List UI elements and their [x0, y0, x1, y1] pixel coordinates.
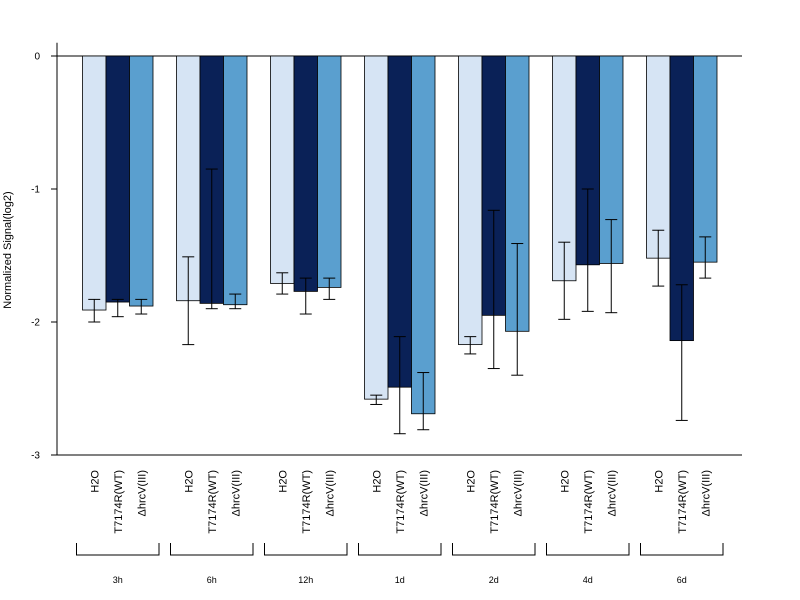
- bar: [317, 55, 342, 288]
- bar-label: ΔhrcV(III): [230, 470, 242, 516]
- bar: [270, 55, 295, 284]
- bar-label: ΔhrcV(III): [418, 470, 430, 516]
- bars: [82, 55, 718, 415]
- bar-label: H2O: [277, 470, 289, 493]
- bar-label: H2O: [653, 470, 665, 493]
- bar: [411, 55, 436, 415]
- bar: [646, 55, 671, 259]
- bar: [458, 55, 483, 346]
- bar: [223, 55, 248, 306]
- bar-label: ΔhrcV(III): [512, 470, 524, 516]
- group-bracket: [546, 543, 630, 556]
- bar-label: T7174R(WT): [113, 470, 125, 534]
- group-bracket: [170, 543, 254, 556]
- group-bracket: [264, 543, 348, 556]
- bar-label: ΔhrcV(III): [136, 470, 148, 516]
- bar-label: ΔhrcV(III): [606, 470, 618, 516]
- bar-label: T7174R(WT): [583, 470, 595, 534]
- bar-label: H2O: [183, 470, 195, 493]
- bar-label: H2O: [89, 470, 101, 493]
- group-label: 6h: [207, 575, 217, 585]
- bar-label: T7174R(WT): [395, 470, 407, 534]
- category-labels: H2O T7174R(WT) ΔhrcV(III) 3h H2O T7174R(WT) Δh…: [76, 470, 724, 585]
- group-label: 6d: [677, 575, 687, 585]
- bar: [82, 55, 107, 311]
- axes: 0 -1 -2 -3: [31, 42, 742, 462]
- group-label: 2d: [489, 575, 499, 585]
- group-bracket: [452, 543, 536, 556]
- bar: [105, 55, 130, 303]
- bar-label: H2O: [371, 470, 383, 493]
- y-tick-label: -3: [31, 451, 40, 462]
- y-tick-label: 0: [34, 52, 40, 63]
- group-label: 3h: [113, 575, 123, 585]
- group-bracket: [640, 543, 724, 556]
- bar: [364, 55, 389, 400]
- bar-label: T7174R(WT): [301, 470, 313, 534]
- bar: [129, 55, 154, 307]
- y-tick-label: -1: [31, 185, 40, 196]
- bar-label: T7174R(WT): [489, 470, 501, 534]
- bar-label: H2O: [559, 470, 571, 493]
- group-label: 1d: [395, 575, 405, 585]
- bar-label: ΔhrcV(III): [700, 470, 712, 516]
- group-bracket: [76, 543, 160, 556]
- bar-label: ΔhrcV(III): [324, 470, 336, 516]
- group-label: 4d: [583, 575, 593, 585]
- bar-label: T7174R(WT): [677, 470, 689, 534]
- group-bracket: [358, 543, 442, 556]
- bar-label: T7174R(WT): [207, 470, 219, 534]
- y-axis-label: Normalized Signal(log2): [2, 191, 14, 308]
- y-tick-label: -2: [31, 318, 40, 329]
- bar: [293, 55, 318, 292]
- bar: [693, 55, 718, 263]
- group-label: 12h: [298, 575, 313, 585]
- error-bars: [88, 168, 712, 435]
- bar-label: H2O: [465, 470, 477, 493]
